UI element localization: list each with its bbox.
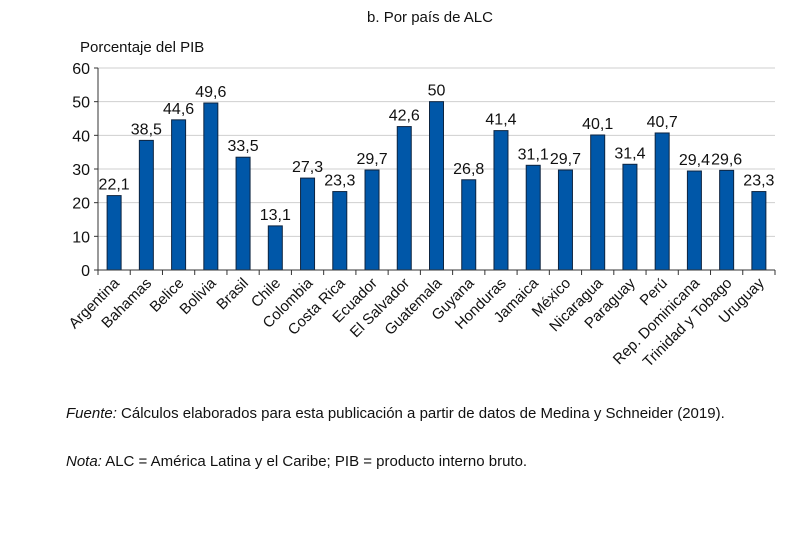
data-label: 41,4: [485, 112, 516, 129]
nota-label: Nota:: [66, 453, 102, 470]
y-tick-label: 30: [72, 162, 90, 179]
bar: [622, 163, 638, 271]
bar: [300, 177, 316, 271]
source-text: Cálculos elaborados para esta publicació…: [116, 405, 725, 422]
data-label: 38,5: [131, 121, 162, 138]
data-label: 42,6: [389, 108, 420, 125]
bar: [525, 164, 541, 271]
bar: [751, 191, 767, 271]
x-tick-label: Brasil: [213, 275, 252, 314]
bar: [557, 169, 573, 271]
data-label: 29,4: [679, 152, 710, 169]
data-label: 50: [428, 83, 446, 100]
data-label: 27,3: [292, 159, 323, 176]
bar: [106, 195, 122, 271]
data-label: 44,6: [163, 101, 194, 118]
y-tick-label: 40: [72, 128, 90, 145]
data-label: 29,6: [711, 151, 742, 168]
data-label: 13,1: [260, 207, 291, 224]
bar: [396, 126, 412, 271]
nota-text: ALC = América Latina y el Caribe; PIB = …: [101, 453, 528, 470]
data-label: 23,3: [324, 173, 355, 190]
bar-chart: b. Por país de ALC Porcentaje del PIB 0 1…: [66, 9, 776, 371]
y-tick-label: 20: [72, 196, 90, 213]
bar: [332, 191, 348, 271]
data-label: 49,6: [195, 84, 226, 101]
bar: [429, 101, 444, 271]
data-label: 31,4: [614, 145, 645, 162]
bar: [235, 156, 251, 271]
y-tick-label: 0: [81, 263, 90, 280]
x-tick-label: Bolivia: [176, 274, 220, 318]
data-label: 29,7: [356, 151, 387, 168]
y-tick-label: 50: [72, 95, 90, 112]
source-note: Fuente: Cálculos elaborados para esta pu…: [66, 404, 746, 424]
bar: [138, 139, 154, 271]
chart-title: b. Por país de ALC: [367, 9, 493, 26]
data-label: 31,1: [518, 146, 549, 163]
data-label: 40,7: [647, 114, 678, 131]
bar: [654, 132, 670, 271]
data-label: 40,1: [582, 116, 613, 133]
bar: [267, 225, 283, 271]
data-label: 29,7: [550, 151, 581, 168]
bar: [364, 169, 380, 271]
bar: [493, 130, 509, 271]
nota-note: Nota: ALC = América Latina y el Caribe; …: [66, 452, 746, 472]
data-label: 22,1: [99, 177, 130, 194]
bar: [686, 170, 702, 271]
y-tick-label: 10: [72, 229, 90, 246]
y-axis-label: Porcentaje del PIB: [80, 39, 204, 56]
data-label: 26,8: [453, 161, 484, 178]
bar: [719, 169, 735, 271]
bar: [590, 134, 606, 271]
source-label: Fuente:: [66, 405, 117, 422]
data-label: 23,3: [743, 173, 774, 190]
bar: [171, 119, 187, 271]
bar: [203, 102, 219, 271]
y-tick-label: 60: [72, 61, 90, 78]
data-label: 33,5: [228, 138, 259, 155]
bar: [461, 179, 477, 271]
